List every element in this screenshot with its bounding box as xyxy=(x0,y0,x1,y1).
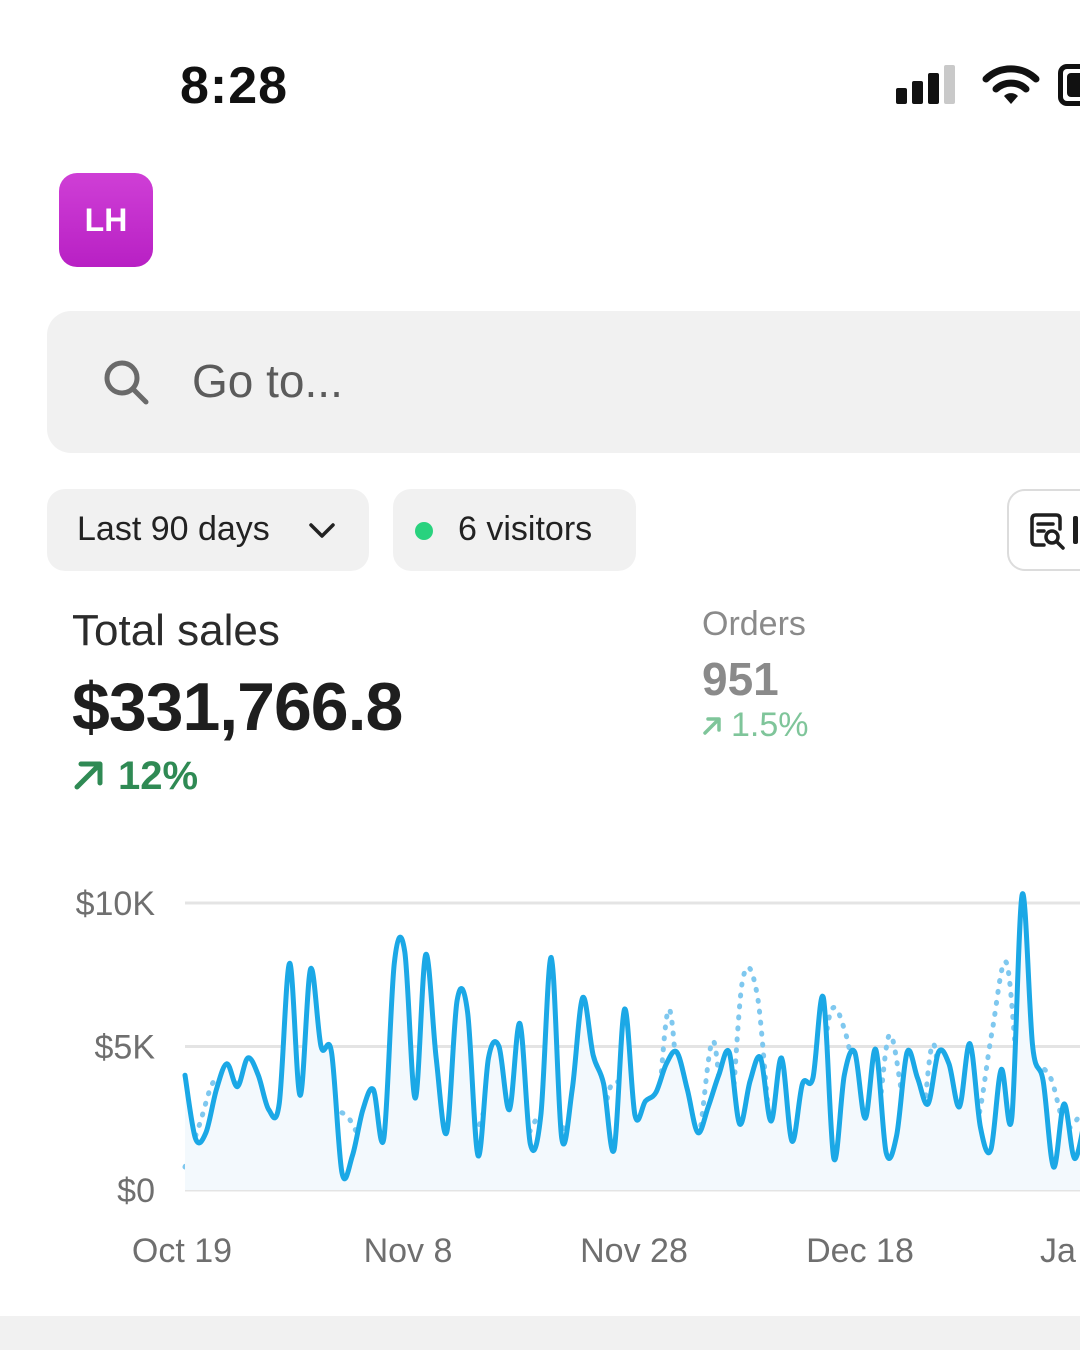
orders-value: 951 xyxy=(702,653,779,705)
search-icon xyxy=(104,360,149,405)
total-sales-change: 12% xyxy=(118,754,199,798)
orders-label[interactable]: Orders xyxy=(702,605,806,643)
x-tick-label: Oct 19 xyxy=(132,1232,232,1270)
x-tick-label: Nov 8 xyxy=(364,1232,453,1270)
x-tick-label: Dec 18 xyxy=(806,1232,914,1270)
y-tick-label: $0 xyxy=(117,1172,155,1210)
live-visitors-label: 6 visitors xyxy=(458,510,593,548)
cellular-signal-icon xyxy=(896,65,955,104)
trend-up-icon xyxy=(74,761,103,790)
x-tick-label: Nov 28 xyxy=(580,1232,688,1270)
live-status-dot xyxy=(415,522,433,540)
trend-up-icon xyxy=(703,717,721,735)
sales-line-chart[interactable]: $10K $5K $0 Oct 19 Nov 8 Nov 28 Dec 18 Ja xyxy=(0,840,1080,1290)
live-visitors-button[interactable] xyxy=(393,489,636,571)
wifi-icon xyxy=(982,65,1040,104)
y-tick-label: $5K xyxy=(95,1029,156,1067)
status-time: 8:28 xyxy=(180,57,289,115)
report-search-icon xyxy=(1030,513,1065,550)
bottom-panel xyxy=(0,1316,1080,1350)
battery-icon xyxy=(1058,64,1080,106)
orders-change: 1.5% xyxy=(731,706,809,744)
total-sales-value: $331,766.8 xyxy=(72,669,403,745)
comparison-series-line xyxy=(182,959,1080,1170)
search-bar[interactable] xyxy=(47,311,1080,453)
total-sales-label: Total sales xyxy=(72,606,280,655)
date-range-label: Last 90 days xyxy=(77,510,270,548)
chevron-down-icon xyxy=(309,523,335,538)
x-tick-label: Ja xyxy=(1040,1232,1076,1270)
search-placeholder[interactable]: Go to... xyxy=(192,355,343,407)
sales-series-area xyxy=(185,893,1080,1190)
sales-series-line xyxy=(182,891,1080,1182)
reports-label-cut xyxy=(1073,516,1078,544)
store-avatar[interactable]: LH xyxy=(59,173,153,267)
battery-level xyxy=(1067,73,1080,97)
y-tick-label: $10K xyxy=(76,885,156,923)
